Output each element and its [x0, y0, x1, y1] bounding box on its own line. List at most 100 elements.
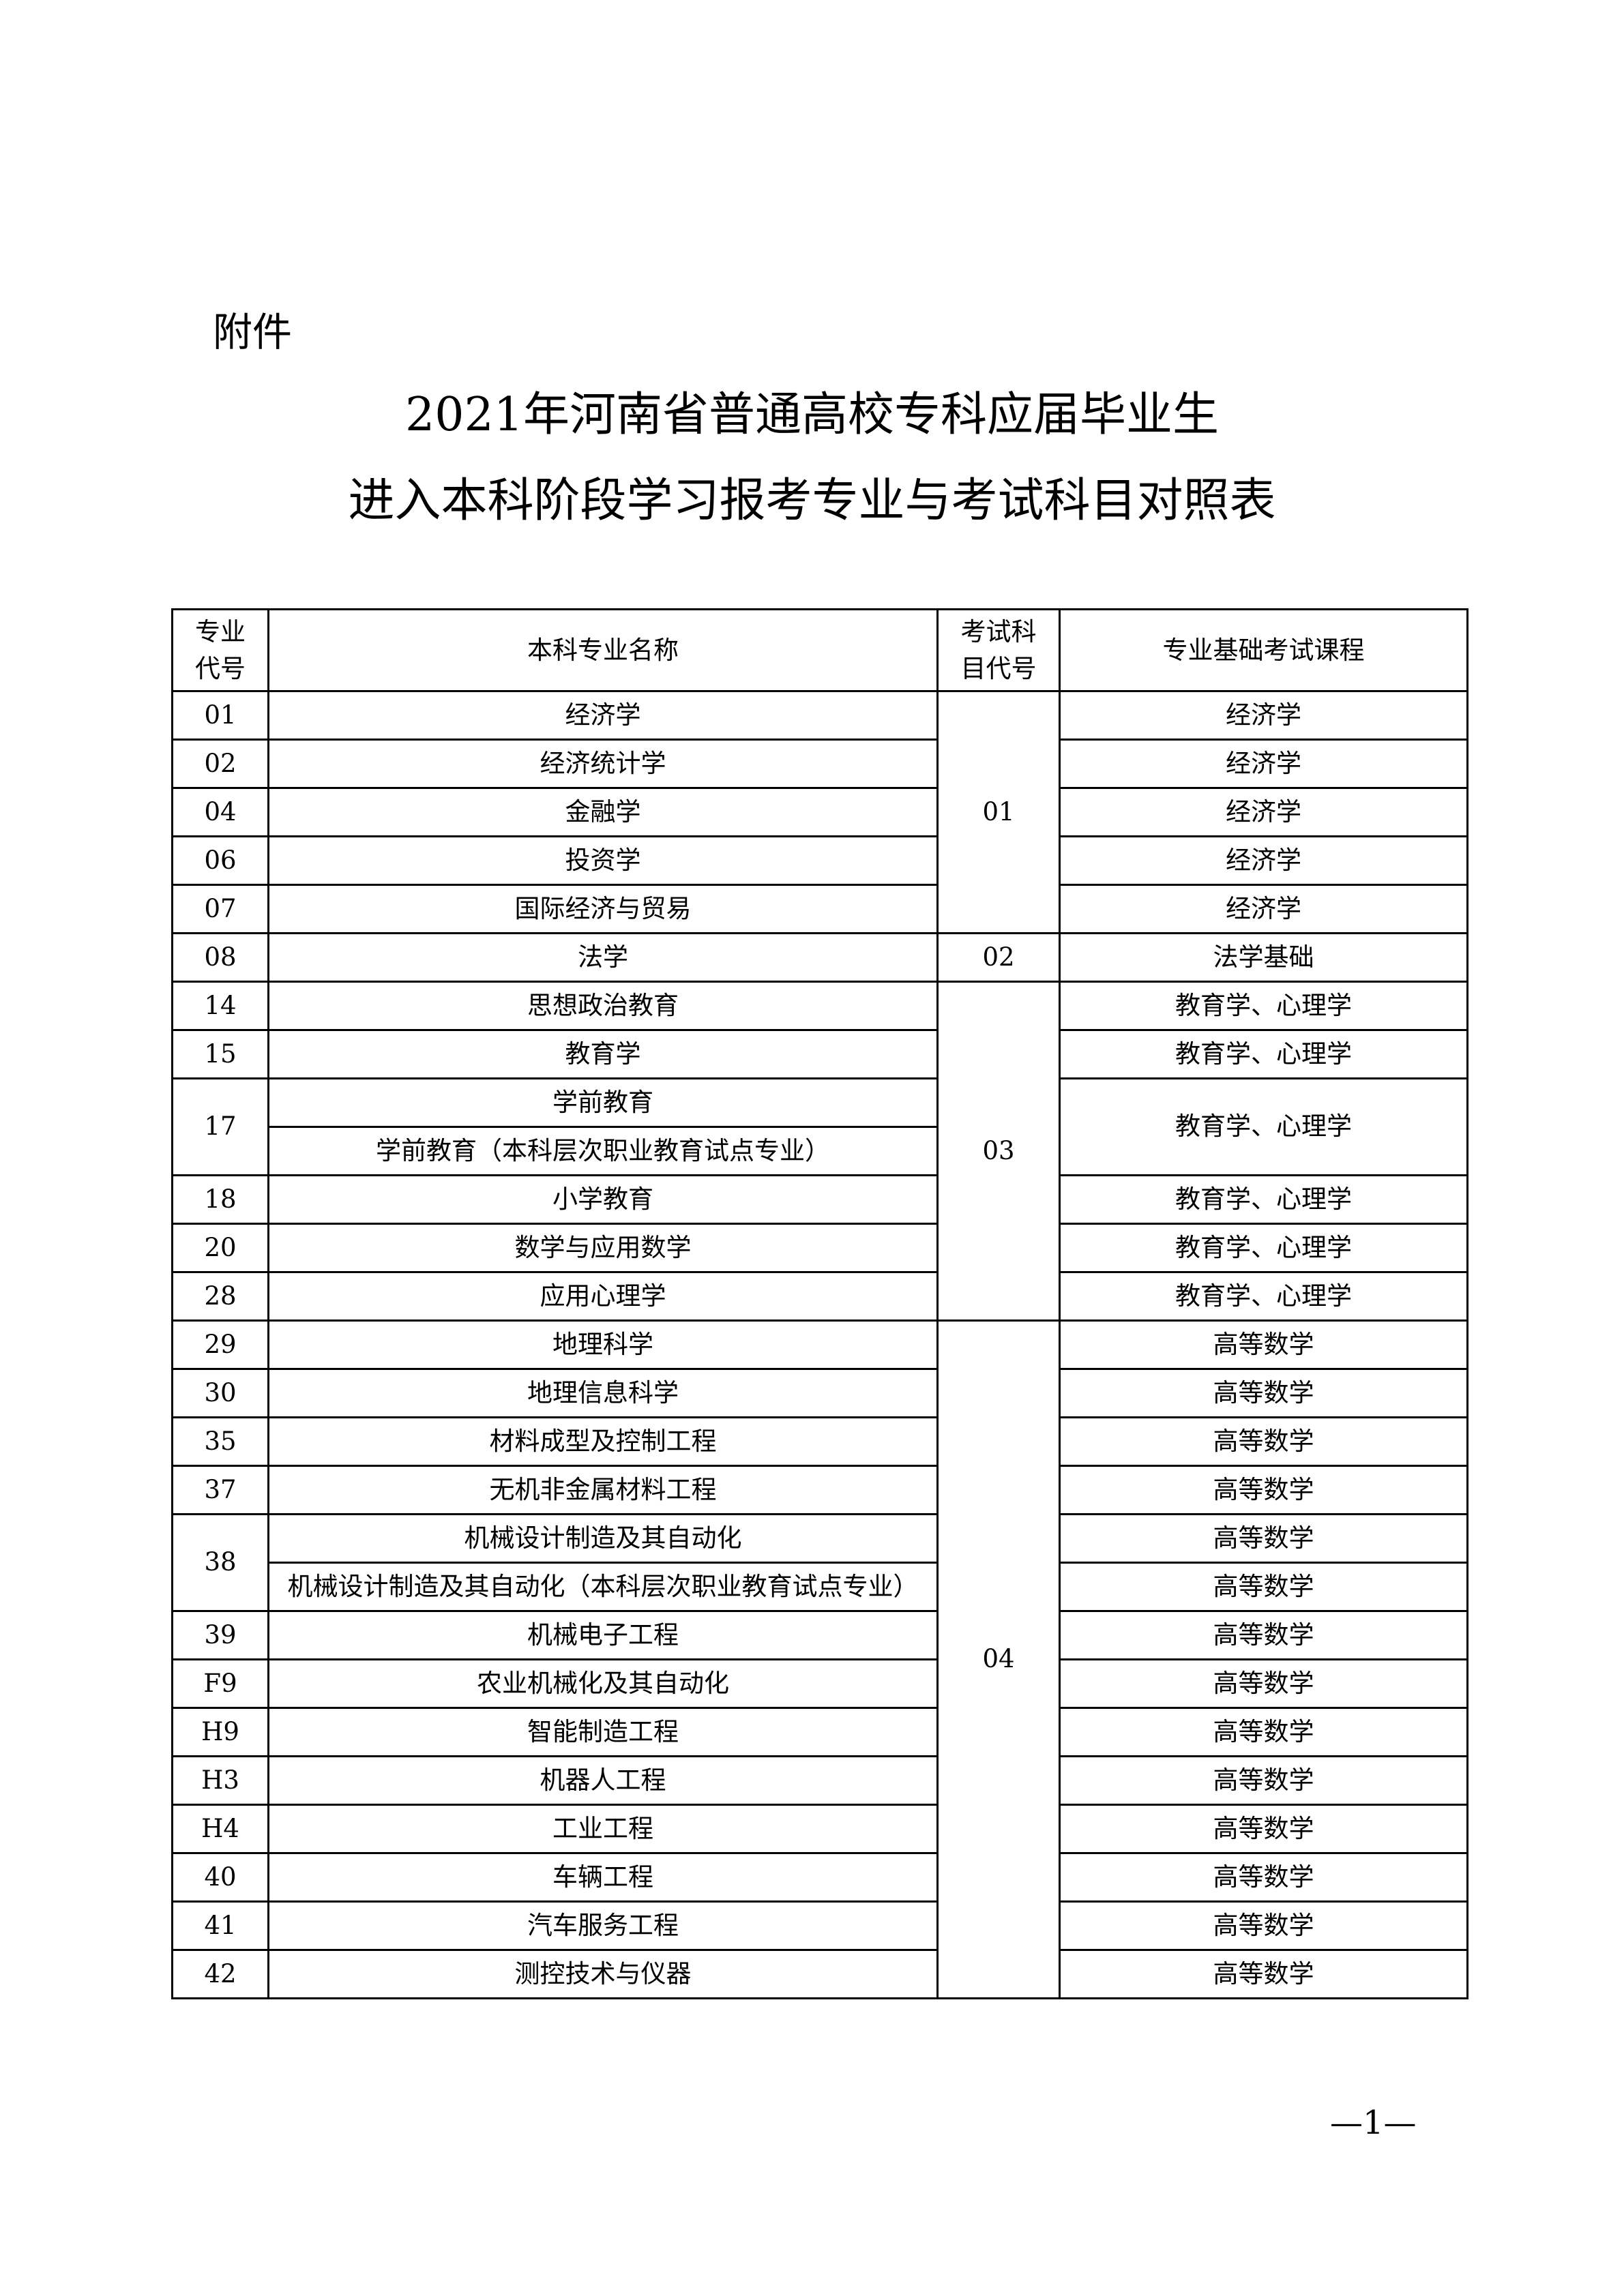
- major-code: 37: [171, 1465, 269, 1515]
- major-code: 01: [171, 690, 269, 741]
- table-row: 38 机械设计制造及其自动化 高等数学: [171, 1513, 1468, 1612]
- major-code: H9: [171, 1707, 269, 1757]
- table-row: 15 教育学 教育学、心理学: [171, 1029, 1468, 1079]
- major-name: 材料成型及控制工程: [267, 1416, 939, 1467]
- table-row: 39 机械电子工程 高等数学: [171, 1610, 1468, 1660]
- major-code: 39: [171, 1610, 269, 1660]
- exam-course: 经济学: [1059, 835, 1468, 886]
- exam-course: 教育学、心理学: [1059, 1223, 1468, 1273]
- table-row: 01 经济学 01 经济学: [171, 690, 1468, 934]
- exam-course: 经济学: [1059, 787, 1468, 837]
- title-line-1: 2021年河南省普通高校专科应届毕业生: [404, 388, 1220, 442]
- major-name: 农业机械化及其自动化: [267, 1658, 939, 1709]
- table-row: 机械设计制造及其自动化（本科层次职业教育试点专业） 高等数学: [173, 1562, 1468, 1612]
- table-row: 37 无机非金属材料工程 高等数学: [171, 1465, 1468, 1515]
- major-name: 机械设计制造及其自动化: [267, 1513, 939, 1564]
- exam-course: 高等数学: [1059, 1562, 1468, 1612]
- exam-course: 高等数学: [1059, 1707, 1468, 1757]
- table-row: 18 小学教育 教育学、心理学: [171, 1174, 1468, 1225]
- major-code: 04: [171, 787, 269, 837]
- exam-course: 高等数学: [1059, 1416, 1468, 1467]
- table-row: 学前教育（本科层次职业教育试点专业）: [173, 1126, 1468, 1176]
- exam-subject-code: 03: [936, 981, 1061, 1322]
- major-code: 02: [171, 739, 269, 789]
- major-code: 06: [171, 835, 269, 886]
- major-code: F9: [171, 1658, 269, 1709]
- header-course: 专业基础考试课程: [1059, 608, 1468, 692]
- major-name: 学前教育（本科层次职业教育试点专业）: [267, 1126, 939, 1176]
- exam-course: 高等数学: [1059, 1658, 1468, 1709]
- exam-course: 高等数学: [1059, 1852, 1468, 1903]
- table-row: 07 国际经济与贸易 经济学: [171, 884, 1468, 934]
- table-row: 42 测控技术与仪器 高等数学: [171, 1949, 1468, 1999]
- major-name: 车辆工程: [267, 1852, 939, 1903]
- major-name: 机械设计制造及其自动化（本科层次职业教育试点专业）: [267, 1562, 939, 1612]
- exam-course: 教育学、心理学: [1059, 1077, 1468, 1176]
- header-major-name: 本科专业名称: [267, 608, 939, 692]
- table-row: 17 学前教育 教育学、心理学: [171, 1077, 1468, 1176]
- major-name: 金融学: [267, 787, 939, 837]
- major-name: 经济学: [267, 690, 939, 741]
- exam-course: 法学基础: [1059, 932, 1468, 983]
- exam-course: 高等数学: [1059, 1368, 1468, 1418]
- table-row: 30 地理信息科学 高等数学: [171, 1368, 1468, 1418]
- major-code: 20: [171, 1223, 269, 1273]
- major-name: 教育学: [267, 1029, 939, 1079]
- major-code: 30: [171, 1368, 269, 1418]
- exam-course: 高等数学: [1059, 1320, 1468, 1370]
- exam-course: 教育学、心理学: [1059, 1029, 1468, 1079]
- major-name: 思想政治教育: [267, 981, 939, 1031]
- major-name: 工业工程: [267, 1804, 939, 1854]
- exam-course: 经济学: [1059, 884, 1468, 934]
- table-body: 01 经济学 01 经济学 02 经济统计学 经济学 04 金融学 经济学 06 投资学 经济学 07 国际…: [171, 690, 1468, 1999]
- major-name: 机械电子工程: [267, 1610, 939, 1660]
- major-code: 28: [171, 1271, 269, 1322]
- major-code: 17: [171, 1077, 269, 1176]
- exam-course: 高等数学: [1059, 1513, 1468, 1564]
- major-name: 无机非金属材料工程: [267, 1465, 939, 1515]
- table-row: 41 汽车服务工程 高等数学: [171, 1900, 1468, 1951]
- major-exam-table: 专业 代号 本科专业名称 考试科 目代号 专业基础考试课程 01 经济学 01 经济学…: [171, 608, 1468, 1999]
- table-row: H3 机器人工程 高等数学: [171, 1755, 1468, 1806]
- table-row: 14 思想政治教育 03 教育学、心理学: [171, 981, 1468, 1322]
- major-name: 小学教育: [267, 1174, 939, 1225]
- major-name: 经济统计学: [267, 739, 939, 789]
- table-row: H4 工业工程 高等数学: [171, 1804, 1468, 1854]
- exam-course: 高等数学: [1059, 1804, 1468, 1854]
- attachment-label: 附件: [213, 309, 293, 355]
- exam-course: 高等数学: [1059, 1900, 1468, 1951]
- major-name: 智能制造工程: [267, 1707, 939, 1757]
- major-name: 汽车服务工程: [267, 1900, 939, 1951]
- major-code: 42: [171, 1949, 269, 1999]
- title-line-2: 进入本科阶段学习报考专业与考试科目对照表: [348, 474, 1276, 528]
- table-row: H9 智能制造工程 高等数学: [171, 1707, 1468, 1757]
- major-code: 15: [171, 1029, 269, 1079]
- header-exam-code: 考试科 目代号: [936, 608, 1061, 692]
- table-row: F9 农业机械化及其自动化 高等数学: [171, 1658, 1468, 1709]
- exam-course: 经济学: [1059, 690, 1468, 741]
- major-code: 18: [171, 1174, 269, 1225]
- major-code: 40: [171, 1852, 269, 1903]
- exam-subject-code: 01: [936, 690, 1061, 934]
- major-name: 地理科学: [267, 1320, 939, 1370]
- header-major-code: 专业 代号: [171, 608, 269, 692]
- major-name: 机器人工程: [267, 1755, 939, 1806]
- exam-course: 教育学、心理学: [1059, 981, 1468, 1031]
- exam-course: 教育学、心理学: [1059, 1174, 1468, 1225]
- major-code: 29: [171, 1320, 269, 1370]
- exam-course: 高等数学: [1059, 1755, 1468, 1806]
- table-row: 40 车辆工程 高等数学: [171, 1852, 1468, 1903]
- major-code: 35: [171, 1416, 269, 1467]
- major-code: 38: [171, 1513, 269, 1612]
- table-row: 04 金融学 经济学: [171, 787, 1468, 837]
- major-name: 学前教育: [267, 1077, 939, 1128]
- table-row: 35 材料成型及控制工程 高等数学: [171, 1416, 1468, 1467]
- major-code: H4: [171, 1804, 269, 1854]
- major-name: 应用心理学: [267, 1271, 939, 1322]
- exam-course: 经济学: [1059, 739, 1468, 789]
- major-name: 数学与应用数学: [267, 1223, 939, 1273]
- major-code: 41: [171, 1900, 269, 1951]
- major-name: 投资学: [267, 835, 939, 886]
- exam-course: 高等数学: [1059, 1949, 1468, 1999]
- major-code: 14: [171, 981, 269, 1031]
